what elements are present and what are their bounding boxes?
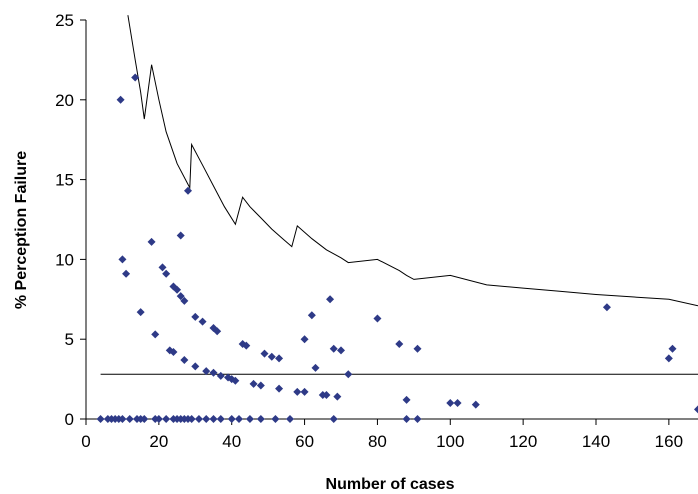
data-point	[664, 354, 673, 363]
data-point	[169, 347, 178, 356]
data-point	[158, 263, 167, 272]
data-point	[209, 368, 218, 377]
data-point	[326, 295, 335, 304]
y-axis-title: % Perception Failure	[13, 151, 30, 309]
data-point	[136, 308, 145, 317]
data-point	[344, 370, 353, 379]
data-point	[275, 384, 284, 393]
data-point	[118, 415, 127, 423]
x-axis-title: Number of cases	[326, 476, 455, 493]
data-point	[216, 371, 225, 380]
data-point	[198, 317, 207, 326]
data-point	[300, 387, 309, 396]
data-point	[311, 363, 320, 372]
y-tick-label: 5	[65, 330, 74, 349]
data-point	[256, 381, 265, 390]
data-point	[694, 405, 698, 414]
x-tick-label: 120	[509, 432, 537, 451]
x-tick-label: 0	[81, 432, 90, 451]
data-point	[249, 379, 258, 388]
data-point	[413, 415, 422, 423]
data-point	[602, 303, 611, 312]
data-point	[275, 354, 284, 363]
data-point	[191, 362, 200, 371]
data-point	[209, 415, 218, 423]
data-point	[176, 231, 185, 240]
series-line-0	[127, 15, 698, 307]
data-point	[256, 415, 265, 423]
data-point	[260, 349, 269, 358]
data-point	[267, 352, 276, 361]
data-point	[300, 335, 309, 344]
data-point	[176, 292, 185, 301]
data-point	[245, 415, 254, 423]
data-point	[373, 314, 382, 323]
data-point	[333, 392, 342, 401]
x-tick-label: 40	[222, 432, 241, 451]
x-axis: 0 20 40 60 80 100 120 140 160	[81, 418, 698, 451]
data-point	[131, 73, 140, 82]
data-point	[446, 399, 455, 408]
data-point	[213, 327, 222, 336]
x-tick-label: 60	[295, 432, 314, 451]
x-tick-label: 80	[368, 432, 387, 451]
data-point	[216, 415, 225, 423]
data-point	[173, 285, 182, 294]
data-point	[180, 296, 189, 305]
x-tick-label: 160	[655, 432, 683, 451]
data-point	[286, 415, 294, 423]
scatter-points	[96, 73, 698, 423]
data-point	[191, 312, 200, 321]
data-point	[337, 346, 345, 355]
data-point	[162, 415, 171, 423]
data-point	[242, 341, 251, 350]
data-point	[180, 355, 189, 364]
data-point	[227, 415, 236, 423]
y-axis: 0 5 10 15 20 25	[55, 11, 87, 429]
lines	[100, 15, 698, 375]
data-point	[235, 415, 243, 423]
data-point	[471, 400, 480, 409]
y-tick-label: 20	[55, 91, 74, 110]
data-point	[118, 255, 127, 264]
data-point	[402, 395, 411, 404]
x-tick-label: 140	[582, 432, 610, 451]
data-point	[395, 339, 404, 348]
data-point	[329, 415, 338, 423]
data-point	[271, 415, 280, 423]
data-point	[125, 415, 134, 423]
data-point	[453, 399, 462, 408]
data-point	[293, 387, 302, 396]
data-point	[329, 344, 338, 353]
data-point	[116, 95, 125, 104]
data-point	[668, 344, 677, 353]
data-point	[413, 344, 422, 353]
data-point	[162, 269, 171, 278]
data-point	[202, 415, 211, 423]
data-point	[184, 186, 192, 195]
data-point	[194, 415, 203, 423]
data-point	[402, 415, 411, 423]
data-point	[202, 367, 211, 376]
x-tick-label: 100	[436, 432, 464, 451]
y-tick-label: 25	[55, 11, 74, 30]
x-tick-label: 20	[149, 432, 168, 451]
data-point	[322, 391, 331, 400]
data-point	[147, 237, 156, 246]
data-point	[187, 415, 196, 423]
data-point	[151, 330, 160, 339]
data-point	[154, 415, 163, 423]
data-point	[140, 415, 149, 423]
data-point	[307, 311, 316, 320]
data-point	[122, 269, 131, 278]
y-tick-label: 10	[55, 250, 74, 269]
data-point	[231, 376, 240, 385]
y-tick-label: 15	[55, 171, 74, 190]
y-tick-label: 0	[65, 410, 74, 429]
data-point	[96, 415, 105, 423]
